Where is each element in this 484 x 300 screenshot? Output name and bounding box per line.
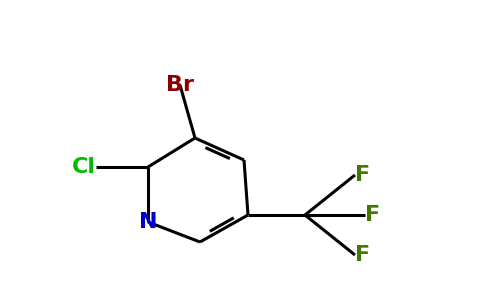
Text: F: F bbox=[355, 245, 370, 265]
Text: F: F bbox=[365, 205, 380, 225]
Text: Cl: Cl bbox=[72, 157, 96, 177]
Text: Br: Br bbox=[166, 75, 194, 95]
Text: F: F bbox=[355, 165, 370, 185]
Text: N: N bbox=[139, 212, 157, 232]
